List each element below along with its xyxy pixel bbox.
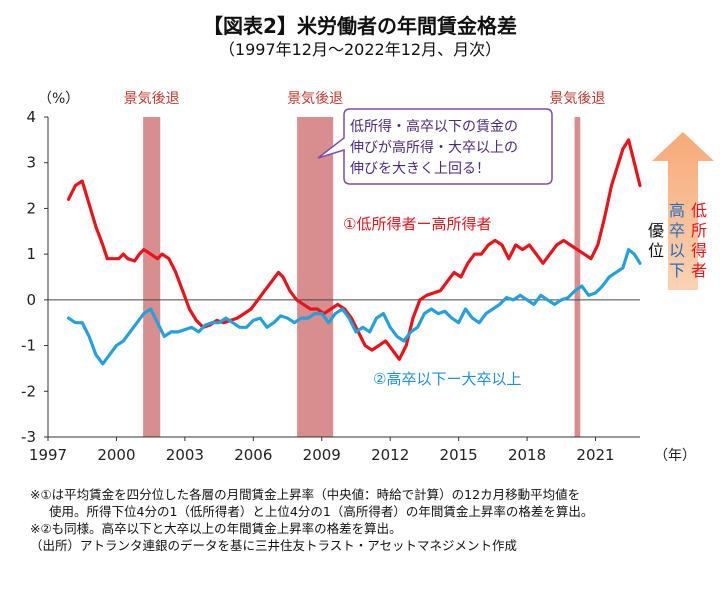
arrow-label-hs-or-less: 以 <box>669 241 685 260</box>
x-tick-label: 2000 <box>97 446 135 464</box>
y-tick-label: -1 <box>21 337 36 355</box>
y-tick-label: 4 <box>26 108 36 126</box>
arrow-label-advantage: 優 <box>648 221 664 240</box>
arrow-label-advantage: 位 <box>648 241 664 260</box>
arrow-label-hs-or-less: 高 <box>669 201 685 220</box>
footnote-source: （出所）アトランタ連銀のデータを基に三井住友トラスト・アセットマネジメント作成 <box>30 538 518 553</box>
callout-box <box>317 108 553 185</box>
recession-band <box>297 117 334 437</box>
arrow-up-icon <box>652 132 714 290</box>
x-tick-label: 2018 <box>508 446 546 464</box>
callout-line-3: 伸びを大きく上回る！ <box>350 161 490 177</box>
arrow-label-low-income: 得 <box>691 241 707 260</box>
advantage-arrow: 優位 高卒以下 低所得者 <box>648 132 714 290</box>
arrow-labels: 優位 高卒以下 低所得者 <box>648 201 707 280</box>
x-tick-label: 2006 <box>234 446 272 464</box>
arrow-label-hs-or-less: 下 <box>669 261 685 280</box>
y-tick-label: 1 <box>26 245 36 263</box>
callout: 低所得・高卒以下の賃金の 伸びが高所得・大卒以上の 伸びを大きく上回る！ <box>317 108 553 185</box>
callout-line-2: 伸びが高所得・大卒以上の <box>350 139 518 156</box>
x-tick-label: 1997 <box>29 446 67 464</box>
footnotes: ※①は平均賃金を四分位した各層の月間賃金上昇率（中央値：時給で計算）の12カ月移… <box>30 486 710 554</box>
x-tick-label: 2012 <box>371 446 409 464</box>
x-tick-label: 2003 <box>166 446 204 464</box>
arrow-label-low-income: 低 <box>691 201 707 220</box>
footnote-3: ※②も同様。高卒以下と大卒以上の年間賃金上昇率の格差を算出。 <box>30 521 402 536</box>
chart-subtitle: （1997年12月～2022年12月、月次） <box>218 40 502 59</box>
recession-label: 景気後退 <box>287 91 343 107</box>
series-line-low-vs-high-income <box>66 138 642 361</box>
y-tick-label: 2 <box>26 199 36 217</box>
x-tick-label: 2021 <box>576 446 614 464</box>
axes: -3 -2 -1 0 1 2 3 4 1997 2000 2003 2006 2009 2012 2015 2… <box>21 91 696 464</box>
footnote-1: ※①は平均賃金を四分位した各層の月間賃金上昇率（中央値：時給で計算）の12カ月移… <box>30 487 581 502</box>
y-tick-label: 0 <box>26 291 36 309</box>
wage-gap-chart: 景気後退 景気後退 景気後退 -3 -2 -1 0 1 2 3 4 1997 2000 2003 2006… <box>21 91 714 464</box>
x-tick-label: 2015 <box>440 446 478 464</box>
chart-title: 【図表2】米労働者の年間賃金格差 <box>203 14 517 38</box>
recession-bands: 景気後退 景気後退 景気後退 <box>124 91 605 437</box>
series-label-hs-vs-college: ②高卒以下ー大卒以上 <box>373 370 521 388</box>
callout-line-1: 低所得・高卒以下の賃金の <box>350 118 518 135</box>
y-tick-label: -2 <box>21 382 36 400</box>
series-line-hs-vs-college <box>66 248 642 366</box>
recession-band <box>143 117 161 437</box>
x-tick-label: 2009 <box>303 446 341 464</box>
recession-label: 景気後退 <box>549 91 605 107</box>
recession-band <box>574 117 581 437</box>
arrow-label-low-income: 所 <box>691 221 707 240</box>
y-tick-label: -3 <box>21 428 36 446</box>
recession-label: 景気後退 <box>124 91 180 107</box>
y-tick-label: 3 <box>26 154 36 172</box>
arrow-label-low-income: 者 <box>691 261 707 280</box>
y-unit-label: （%） <box>38 91 79 107</box>
footnote-2: 使用。所得下位4分の1（低所得者）と上位4分の1（高所得者）の年間賃金上昇率の格… <box>49 504 594 519</box>
series-lines <box>66 138 642 366</box>
series-label-low-vs-high-income: ①低所得者ー高所得者 <box>343 215 491 233</box>
x-unit-label: （年） <box>654 448 696 464</box>
arrow-label-hs-or-less: 卒 <box>669 221 685 240</box>
